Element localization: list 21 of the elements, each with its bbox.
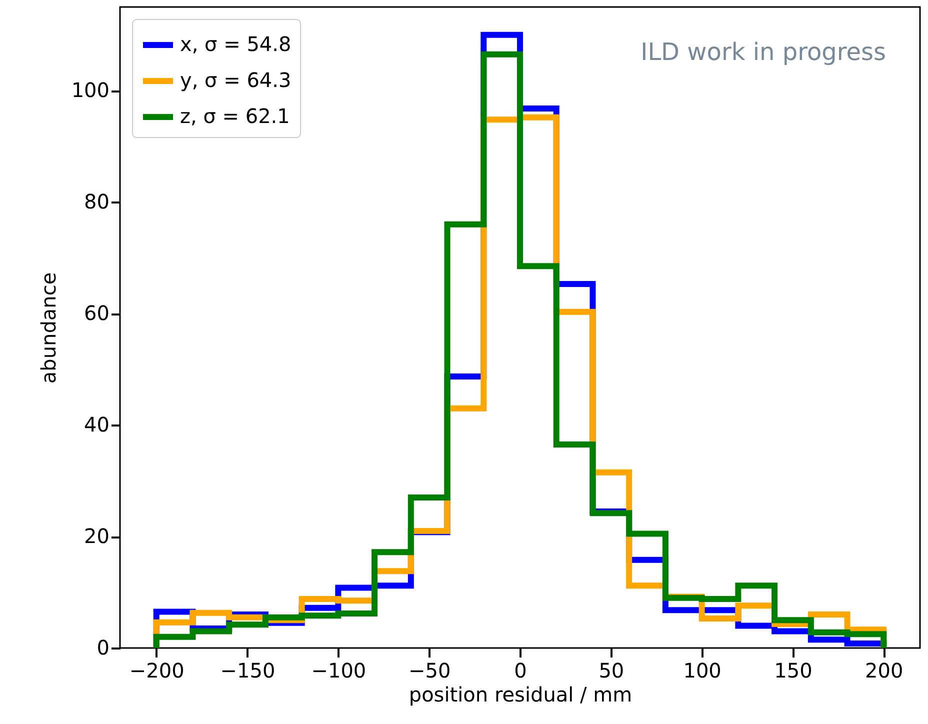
legend-label: y, σ = 64.3 <box>180 68 292 92</box>
x-axis-title: position residual / mm <box>408 682 632 706</box>
x-tick-label: −200 <box>129 658 184 682</box>
legend-label: x, σ = 54.8 <box>180 32 292 56</box>
y-axis-title: abundance <box>36 272 60 384</box>
x-tick-label: 200 <box>865 658 904 682</box>
x-tick-label: 100 <box>683 658 722 682</box>
y-tick-label: 100 <box>71 78 110 102</box>
x-tick-label: 150 <box>774 658 812 682</box>
legend-label: z, σ = 62.1 <box>180 104 290 128</box>
x-tick-label: 50 <box>598 658 624 682</box>
y-tick-label: 20 <box>84 524 110 548</box>
x-tick-label: −50 <box>408 658 451 682</box>
annotation: ILD work in progress <box>640 38 886 66</box>
y-tick-label: 40 <box>84 412 110 437</box>
x-tick-label: −100 <box>311 658 366 682</box>
x-tick-label: 0 <box>514 658 527 682</box>
y-tick-label: 0 <box>96 636 110 660</box>
x-tick-label: −150 <box>220 658 276 682</box>
y-tick-label: 60 <box>84 301 110 326</box>
y-tick-label: 80 <box>84 190 110 214</box>
